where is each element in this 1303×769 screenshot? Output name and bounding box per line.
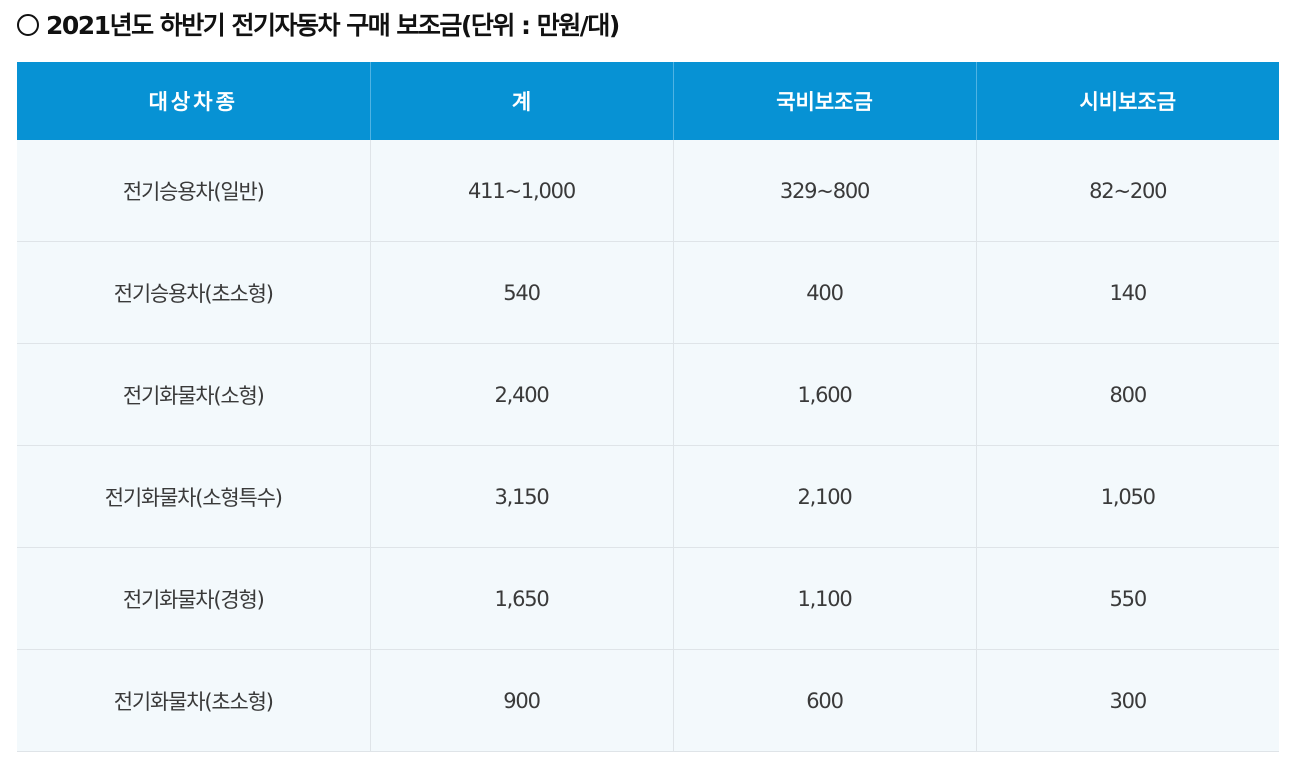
cell-city-subsidy: 550 <box>975 547 1279 650</box>
cell-vehicle-type: 전기화물차(초소형) <box>17 649 370 752</box>
cell-national-subsidy: 329~800 <box>672 140 976 242</box>
circle-icon <box>17 13 39 36</box>
cell-vehicle-type: 전기화물차(소형) <box>17 343 370 446</box>
cell-national-subsidy: 1,600 <box>672 343 976 446</box>
page-title: 2021년도 하반기 전기자동차 구매 보조금(단위 : 만원/대) <box>17 4 620 44</box>
cell-vehicle-type: 전기화물차(경형) <box>17 547 370 650</box>
cell-vehicle-type: 전기승용차(초소형) <box>17 241 370 344</box>
cell-city-subsidy: 300 <box>975 649 1279 752</box>
table-row: 전기화물차(경형) 1,650 1,100 550 <box>17 547 1279 650</box>
cell-total: 411~1,000 <box>369 140 673 242</box>
column-header-national-subsidy: 국비보조금 <box>672 62 976 140</box>
column-header-city-subsidy: 시비보조금 <box>975 62 1279 140</box>
table-row: 전기화물차(소형) 2,400 1,600 800 <box>17 343 1279 446</box>
column-header-vehicle-type: 대상차종 <box>17 62 370 140</box>
cell-total: 540 <box>369 241 673 344</box>
cell-city-subsidy: 800 <box>975 343 1279 446</box>
cell-national-subsidy: 1,100 <box>672 547 976 650</box>
table-body: 전기승용차(일반) 411~1,000 329~800 82~200 전기승용차… <box>17 140 1279 752</box>
table-row: 전기승용차(초소형) 540 400 140 <box>17 241 1279 344</box>
cell-total: 900 <box>369 649 673 752</box>
table-header: 대상차종 계 국비보조금 시비보조금 <box>17 62 1279 140</box>
table-row: 전기화물차(소형특수) 3,150 2,100 1,050 <box>17 445 1279 548</box>
cell-total: 2,400 <box>369 343 673 446</box>
cell-city-subsidy: 82~200 <box>975 140 1279 242</box>
cell-national-subsidy: 600 <box>672 649 976 752</box>
cell-vehicle-type: 전기승용차(일반) <box>17 140 370 242</box>
table-row: 전기화물차(초소형) 900 600 300 <box>17 649 1279 752</box>
column-header-total: 계 <box>369 62 673 140</box>
cell-city-subsidy: 1,050 <box>975 445 1279 548</box>
header-row: 대상차종 계 국비보조금 시비보조금 <box>17 62 1279 140</box>
cell-total: 3,150 <box>369 445 673 548</box>
cell-national-subsidy: 2,100 <box>672 445 976 548</box>
cell-vehicle-type: 전기화물차(소형특수) <box>17 445 370 548</box>
table-row: 전기승용차(일반) 411~1,000 329~800 82~200 <box>17 140 1279 242</box>
cell-total: 1,650 <box>369 547 673 650</box>
subsidy-table: 대상차종 계 국비보조금 시비보조금 전기승용차(일반) 411~1,000 3… <box>17 62 1279 752</box>
cell-national-subsidy: 400 <box>672 241 976 344</box>
page-title-text: 2021년도 하반기 전기자동차 구매 보조금(단위 : 만원/대) <box>46 11 620 40</box>
cell-city-subsidy: 140 <box>975 241 1279 344</box>
